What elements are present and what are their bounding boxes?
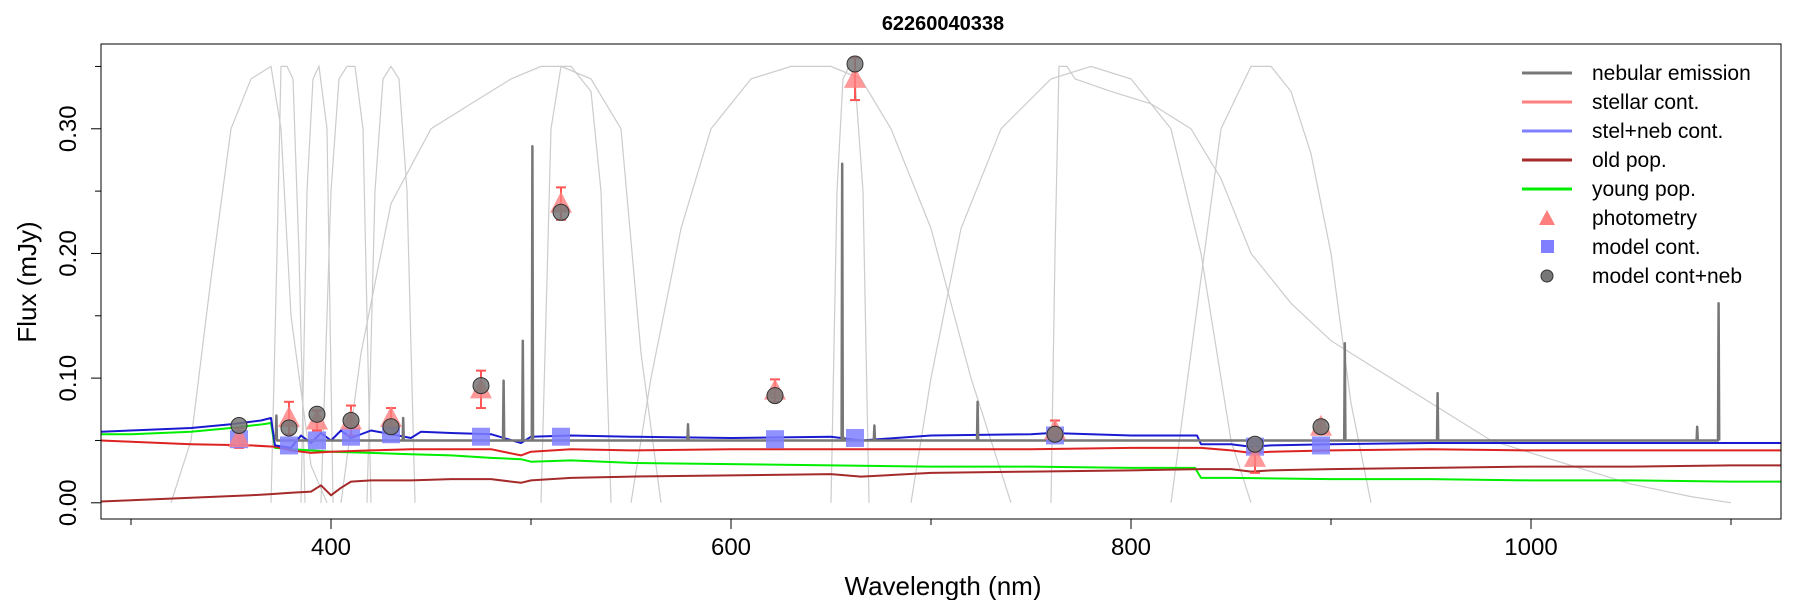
legend-label: stellar cont. [1592,91,1699,114]
filter-curve-1 [270,65,306,503]
model-cont-neb-point [1246,435,1264,453]
legend-swatch [1541,240,1554,253]
legend-swatch [1540,269,1554,283]
series-line-4 [274,144,1721,442]
filter-curve-11 [1170,65,1372,503]
y-tick-label: 0.20 [55,230,82,277]
y-axis: 0.00 0.10 0.20 0.30 [55,65,101,526]
model-cont-point [342,427,360,446]
model-cont-point [846,428,864,447]
y-axis-label: Flux (mJy) [12,221,42,342]
model-cont-neb-point [308,405,326,423]
model-cont-neb-point [846,55,864,73]
model-cont-neb-point [342,412,360,430]
data-points [228,55,1332,474]
x-tick-label: 1000 [1504,534,1557,561]
legend-label: young pop. [1592,178,1696,201]
filter-curve-5 [340,65,662,503]
series-line-2 [101,464,1781,503]
filter-curve-6 [540,65,612,503]
y-tick-label: 0.10 [55,355,82,402]
filter-curve-0 [170,65,328,504]
legend-box [1510,52,1778,296]
photometry-point [1244,445,1266,467]
model-cont-neb-point [1312,418,1330,436]
model-cont-neb-point [1046,425,1064,443]
filter-curve-10 [1050,65,1732,504]
legend-label: photometry [1592,207,1698,230]
x-axis-label: Wavelength (nm) [845,571,1042,600]
plot-frame [100,43,1782,520]
x-tick-label: 600 [711,534,751,561]
filter-curve-2 [300,64,334,503]
model-cont-neb-point [472,377,490,395]
x-axis: 400 600 800 1000 [130,519,1732,561]
chart-title: 62260040338 [882,13,1004,35]
filter-curve-9 [910,65,1252,503]
legend-label: nebular emission [1592,62,1751,85]
x-tick-label: 400 [311,534,351,561]
photometry-point [228,425,250,447]
legend-label: old pop. [1592,149,1667,172]
model-cont-point [308,431,326,450]
model-cont-point [552,427,570,446]
filter-curve-4 [366,65,416,503]
model-cont-neb-point [552,203,570,221]
model-cont-neb-point [382,418,400,436]
model-cont-point [766,430,784,449]
y-tick-label: 0.00 [55,479,82,526]
legend-label: model cont. [1592,236,1701,259]
legend-label: model cont+neb [1592,265,1742,288]
model-cont-neb-point [230,416,248,434]
model-cont-point [280,436,298,455]
model-cont-neb-point [280,419,298,437]
filter-curve-3 [320,65,372,503]
legend-label: stel+neb cont. [1592,120,1723,143]
legend: nebular emission stellar cont. stel+neb co… [1510,52,1778,296]
legend-swatch [1539,210,1555,225]
photometry-point [844,66,866,88]
filter-curve-7 [630,65,1012,503]
model-cont-point [472,427,490,446]
model-cont-point [1312,436,1330,455]
model-cont-neb-point [766,387,784,405]
y-tick-label: 0.30 [55,105,82,152]
x-tick-label: 800 [1111,534,1151,561]
